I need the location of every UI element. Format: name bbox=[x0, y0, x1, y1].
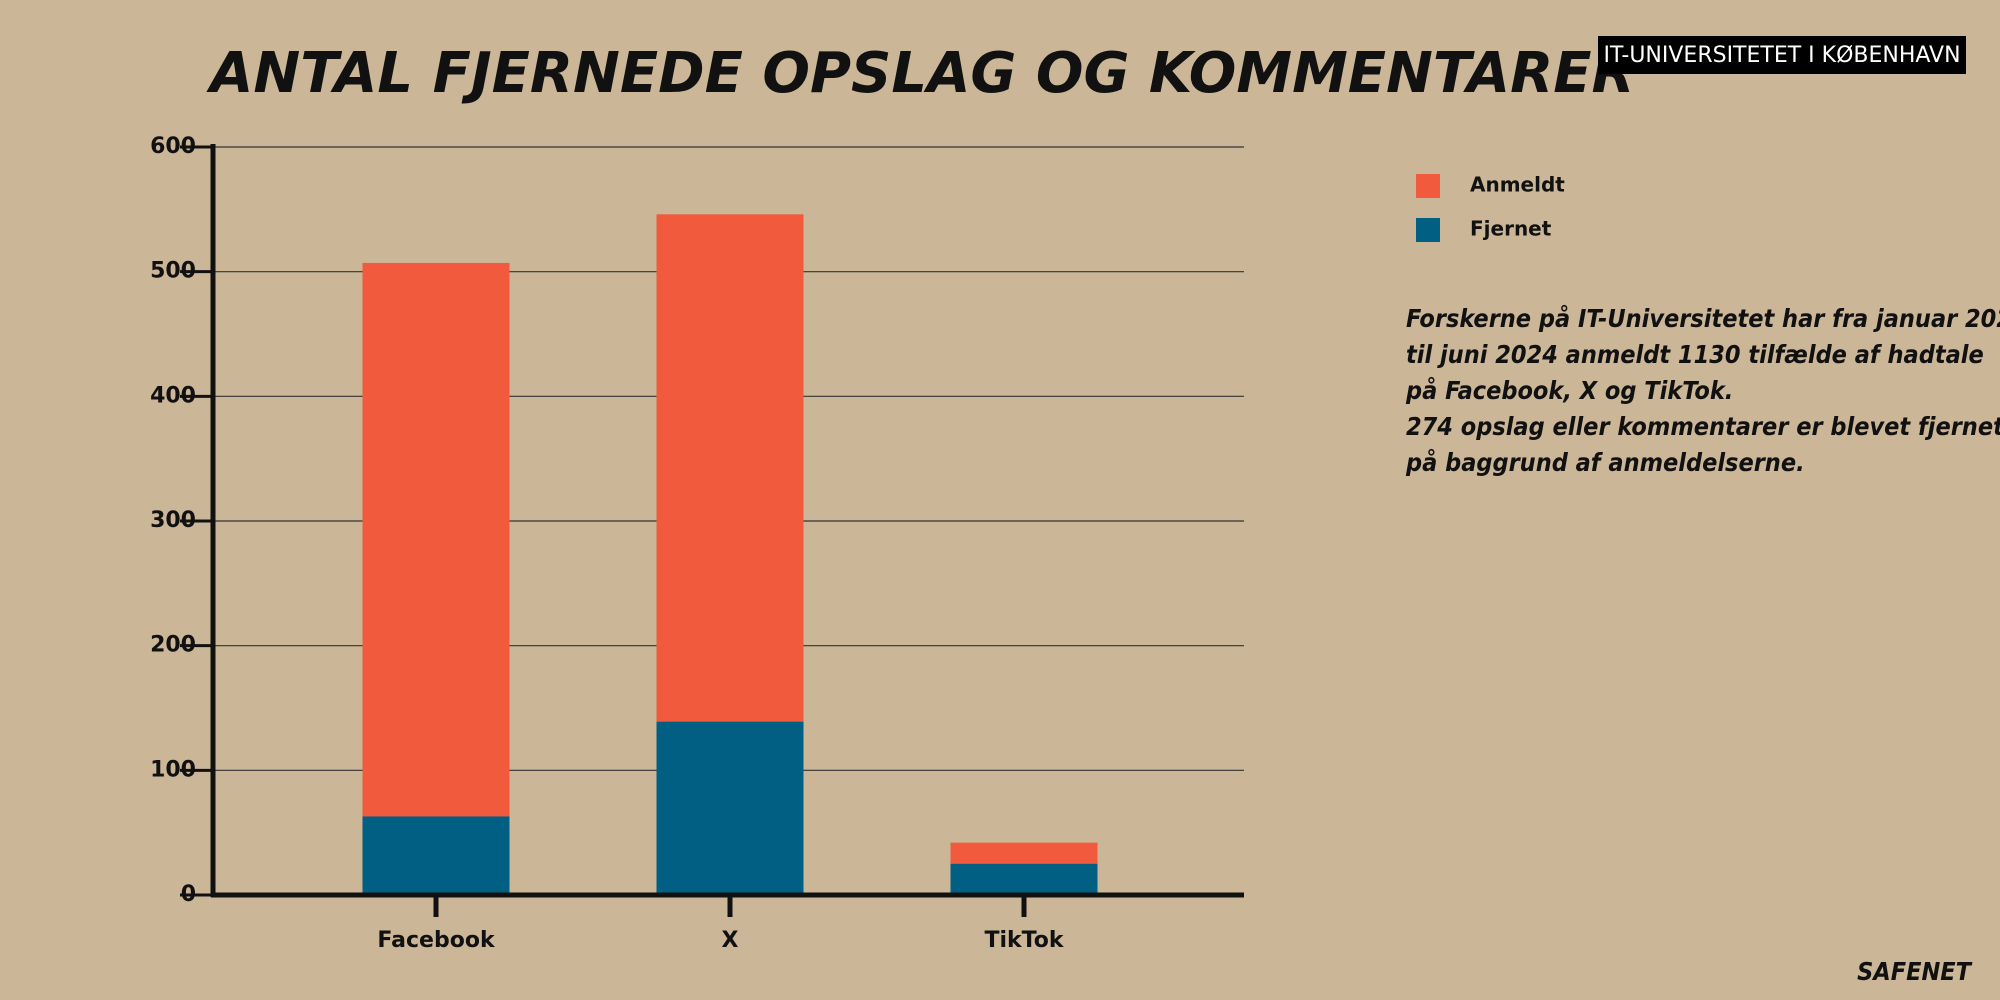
x-tick-label: X bbox=[722, 928, 739, 953]
annotation-line: på baggrund af anmeldelserne. bbox=[1405, 448, 1805, 477]
bar bbox=[950, 863, 1098, 895]
chart-title: ANTAL FJERNEDE OPSLAG OG KOMMENTARER bbox=[206, 41, 1635, 106]
bar bbox=[362, 816, 510, 895]
legend-label: Fjernet bbox=[1470, 217, 1552, 241]
annotation-line: 274 opslag eller kommentarer er blevet f… bbox=[1406, 412, 2000, 441]
annotation-line: Forskerne på IT-Universitetet har fra ja… bbox=[1406, 304, 2000, 333]
logo: IT-UNIVERSITETET I KØBENHAVN bbox=[1603, 43, 1960, 68]
annotation-line: til juni 2024 anmeldt 1130 tilfælde af h… bbox=[1406, 340, 1984, 369]
x-tick-label: TikTok bbox=[984, 928, 1064, 953]
legend-swatch bbox=[1416, 174, 1440, 198]
x-tick-label: Facebook bbox=[377, 928, 496, 953]
bar bbox=[656, 721, 804, 895]
legend-swatch bbox=[1416, 218, 1440, 242]
legend-label: Anmeldt bbox=[1470, 173, 1565, 197]
source: SAFENET bbox=[1857, 957, 1973, 986]
annotation-line: på Facebook, X og TikTok. bbox=[1405, 376, 1733, 405]
logo-box bbox=[1598, 36, 1966, 74]
bar bbox=[362, 262, 510, 895]
